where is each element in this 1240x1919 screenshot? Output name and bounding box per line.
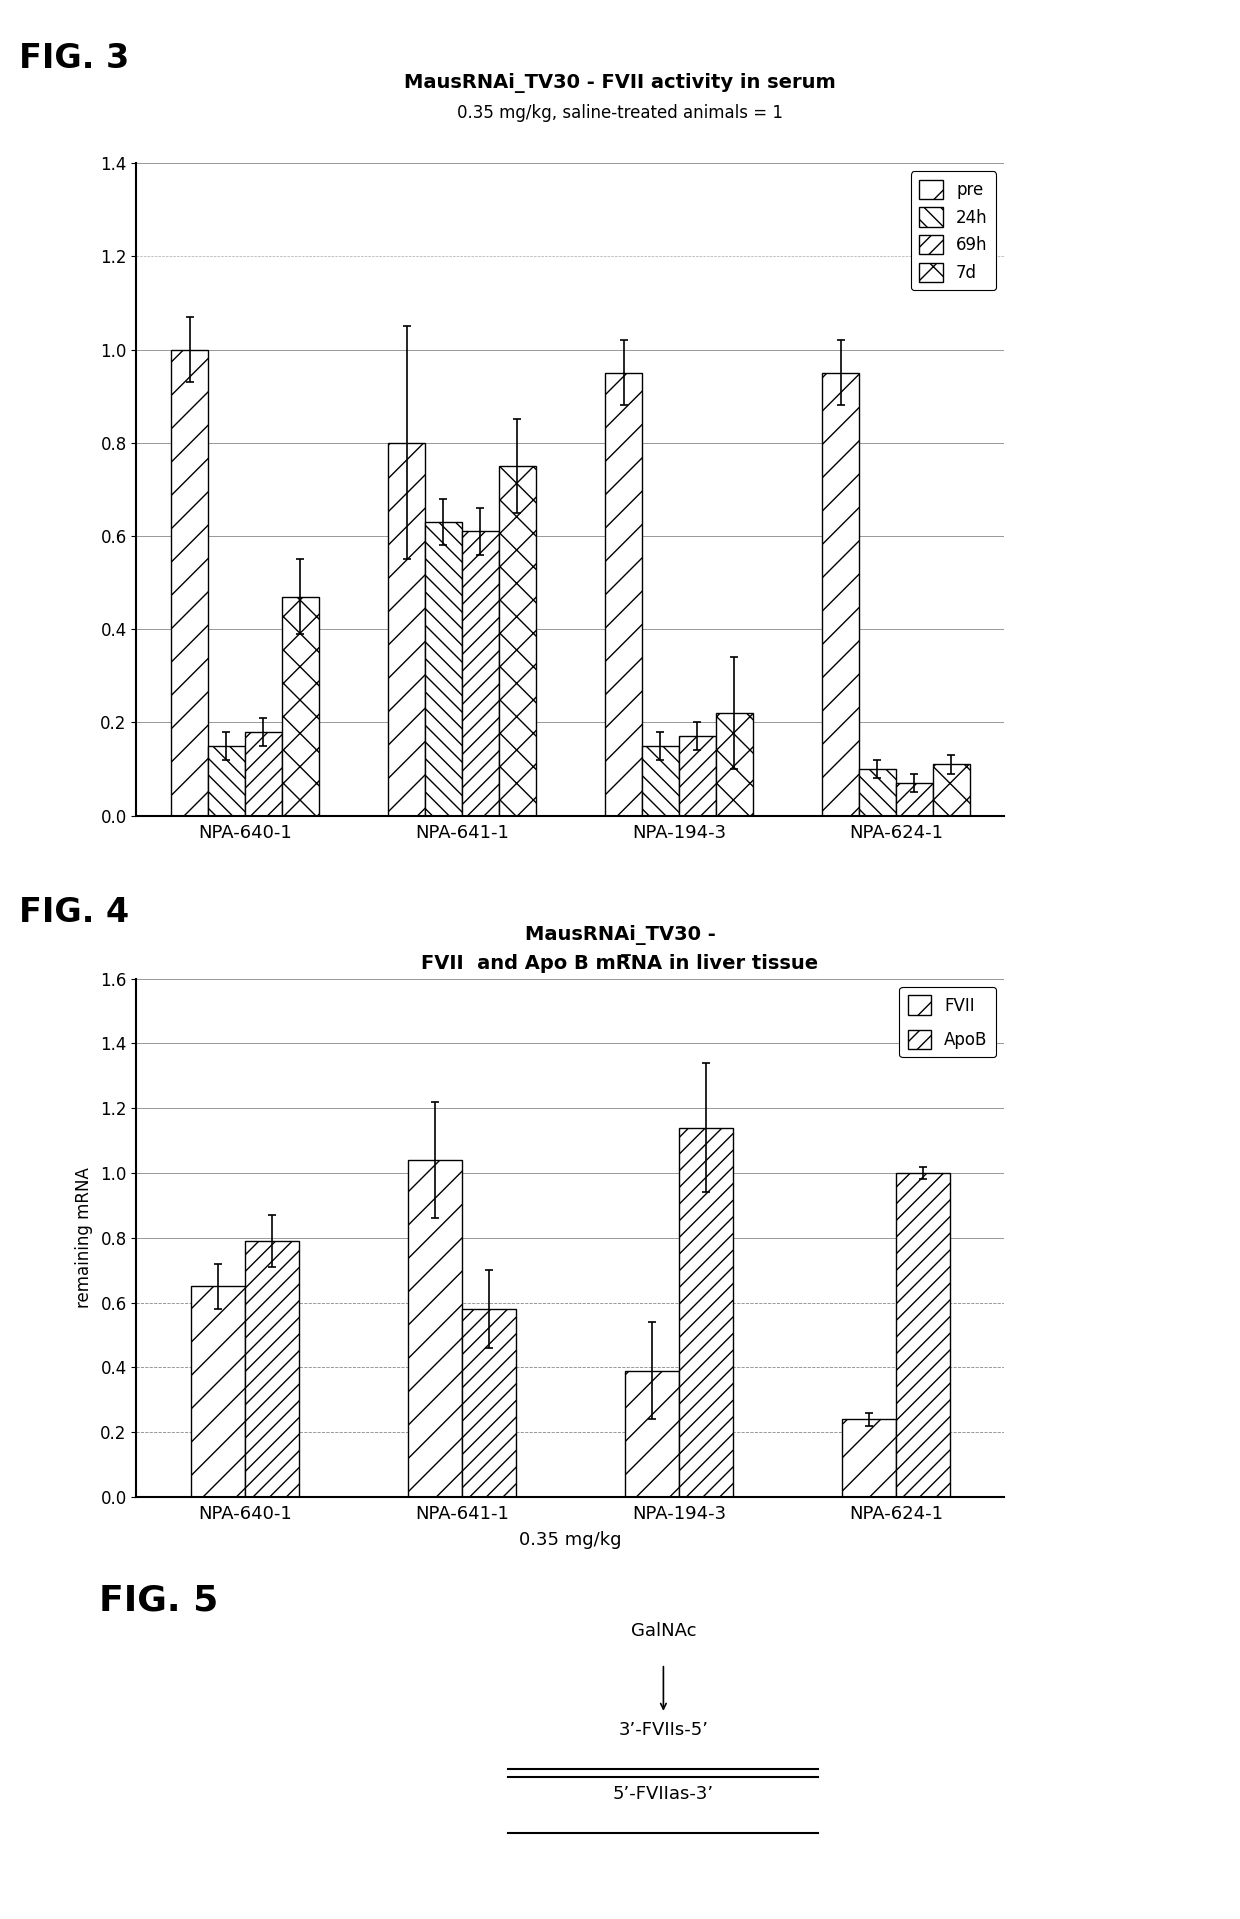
- Legend: pre, 24h, 69h, 7d: pre, 24h, 69h, 7d: [911, 171, 996, 290]
- Bar: [842, 1420, 895, 1497]
- Bar: [625, 1370, 680, 1497]
- Bar: [246, 731, 281, 816]
- Text: 3’-FVIIs-5’: 3’-FVIIs-5’: [619, 1721, 708, 1739]
- Text: MausRNAi_TV30 - FVII activity in serum: MausRNAi_TV30 - FVII activity in serum: [404, 73, 836, 92]
- Legend: FVII, ApoB: FVII, ApoB: [899, 986, 996, 1057]
- Bar: [715, 714, 753, 816]
- Text: GalNAc: GalNAc: [631, 1622, 696, 1639]
- Text: 0.35 mg/kg, saline-treated animals = 1: 0.35 mg/kg, saline-treated animals = 1: [458, 104, 782, 121]
- Bar: [822, 372, 859, 816]
- Text: FVII  and Apo B mR̅NA in liver tissue: FVII and Apo B mR̅NA in liver tissue: [422, 954, 818, 973]
- Bar: [208, 746, 244, 816]
- Bar: [246, 1242, 299, 1497]
- Bar: [642, 746, 680, 816]
- Bar: [932, 764, 970, 816]
- Bar: [680, 1128, 733, 1497]
- Bar: [680, 737, 715, 816]
- Bar: [281, 597, 319, 816]
- Bar: [498, 466, 536, 816]
- Text: FIG. 3: FIG. 3: [19, 42, 129, 75]
- Text: 5’-FVIIas-3’: 5’-FVIIas-3’: [613, 1785, 714, 1802]
- Text: MausRNAi_TV30 -: MausRNAi_TV30 -: [525, 925, 715, 944]
- Y-axis label: remaining mRNA: remaining mRNA: [76, 1167, 93, 1309]
- Bar: [895, 1173, 950, 1497]
- Bar: [461, 1309, 516, 1497]
- X-axis label: 0.35 mg/kg: 0.35 mg/kg: [520, 1531, 621, 1549]
- Text: FIG. 4: FIG. 4: [19, 896, 129, 929]
- Bar: [461, 532, 498, 816]
- Text: FIG. 5: FIG. 5: [99, 1583, 218, 1618]
- Bar: [408, 1159, 461, 1497]
- Bar: [388, 443, 425, 816]
- Bar: [425, 522, 461, 816]
- Bar: [859, 770, 895, 816]
- Bar: [605, 372, 642, 816]
- Bar: [191, 1286, 246, 1497]
- Bar: [895, 783, 932, 816]
- Bar: [171, 349, 208, 816]
